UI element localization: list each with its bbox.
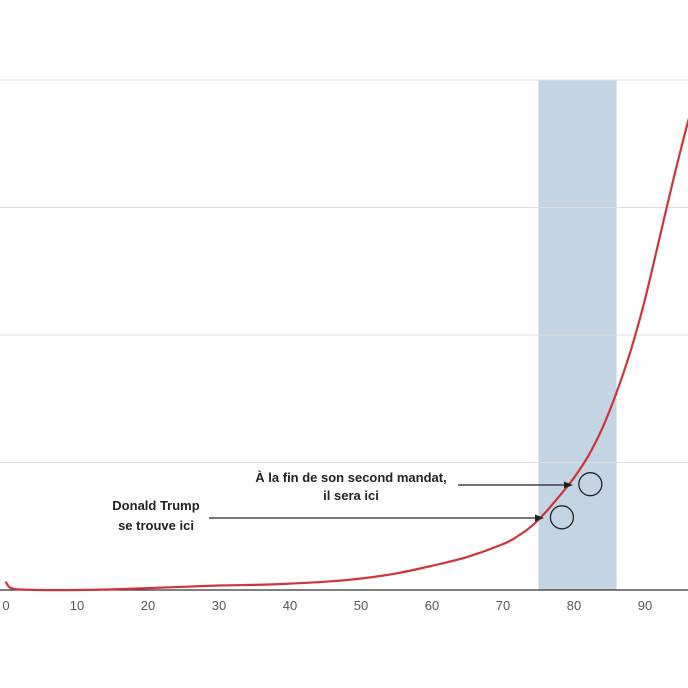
x-tick-label-0: 0 bbox=[2, 598, 9, 613]
x-tick-label-30: 30 bbox=[212, 598, 226, 613]
x-tick-label-50: 50 bbox=[354, 598, 368, 613]
x-tick-label-40: 40 bbox=[283, 598, 297, 613]
annotation-end-of-term: À la fin de son second mandat, il sera i… bbox=[255, 470, 573, 503]
annotation-trump-now-line2: se trouve ici bbox=[118, 518, 194, 533]
gridlines bbox=[0, 79, 688, 463]
annotation-end-of-term-arrowhead bbox=[564, 481, 573, 489]
x-tick-label-10: 10 bbox=[70, 598, 84, 613]
annotation-trump-now: Donald Trump se trouve ici bbox=[112, 498, 544, 533]
annotations: Donald Trump se trouve ici À la fin de s… bbox=[112, 470, 603, 533]
annotation-marker-0 bbox=[549, 505, 575, 530]
x-tick-label-20: 20 bbox=[141, 598, 155, 613]
x-tick-label-60: 60 bbox=[425, 598, 439, 613]
annotation-end-of-term-line1: À la fin de son second mandat, bbox=[255, 470, 446, 485]
x-axis: 0 10 20 30 40 50 60 70 80 90 bbox=[0, 589, 688, 613]
annotation-trump-now-line1: Donald Trump bbox=[112, 498, 199, 513]
series-layer bbox=[4, 117, 688, 592]
annotation-trump-now-arrowhead bbox=[535, 514, 544, 522]
annotation-marker-1 bbox=[578, 472, 603, 497]
x-tick-label-90: 90 bbox=[638, 598, 652, 613]
x-tick-label-70: 70 bbox=[496, 598, 510, 613]
x-tick-label-80: 80 bbox=[567, 598, 581, 613]
annotation-end-of-term-line2: il sera ici bbox=[323, 488, 379, 503]
series-line-0 bbox=[4, 117, 688, 592]
